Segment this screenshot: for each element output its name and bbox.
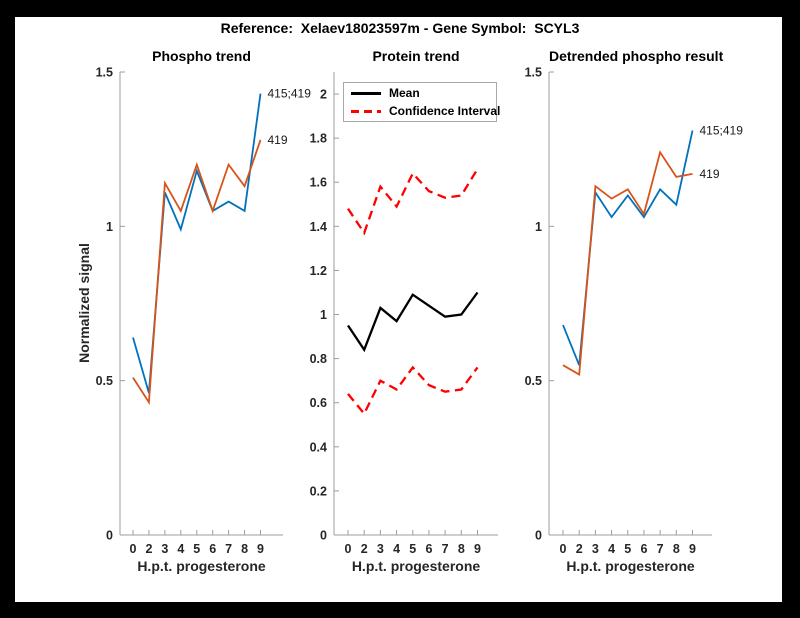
legend-box: Mean Confidence Interval	[343, 82, 500, 122]
y-tick-label: 1.8	[310, 132, 327, 146]
x-tick-label: 7	[225, 542, 232, 556]
y-tick-label: 0.8	[310, 352, 327, 366]
series-end-label-415-419: 415;419	[268, 87, 312, 101]
x-tick-label: 0	[345, 542, 352, 556]
y-tick-label: 0.5	[96, 374, 113, 388]
x-tick-label: 7	[657, 542, 664, 556]
x-tick-label: 4	[177, 542, 184, 556]
figure-title: Reference: Xelaev18023597m - Gene Symbol…	[220, 20, 580, 36]
y-tick-label: 0.2	[310, 484, 327, 498]
series-line-419	[132, 139, 262, 406]
x-tick-label: 5	[409, 542, 416, 556]
x-tick-label: 3	[592, 542, 599, 556]
series-end-label-419: 419	[268, 133, 288, 147]
series-line-419	[562, 150, 693, 376]
x-axis-label-protein: H.p.t. progesterone	[351, 558, 481, 574]
x-tick-label: 0	[130, 542, 137, 556]
y-tick-label: 0.5	[525, 374, 542, 388]
panel-title-protein-trend: Protein trend	[372, 48, 460, 64]
legend-label-confidence-interval: Confidence Interval	[389, 104, 501, 118]
y-axis-label: Normalized signal	[76, 243, 92, 363]
x-tick-label: 5	[193, 542, 200, 556]
x-tick-label: 8	[673, 542, 680, 556]
series-end-label-419: 419	[700, 167, 720, 181]
y-tick-label: 0	[320, 529, 327, 543]
y-tick-label: 0	[535, 529, 542, 543]
x-tick-label: 8	[458, 542, 465, 556]
panel-title-phospho-trend: Phospho trend	[152, 48, 251, 64]
x-tick-label: 6	[425, 542, 432, 556]
x-axis-label-phospho: H.p.t. progesterone	[137, 558, 266, 574]
y-tick-label: 1	[320, 308, 327, 322]
y-tick-label: 1.5	[96, 66, 113, 80]
legend-item-confidence-interval: Confidence Interval	[344, 103, 500, 119]
y-tick-label: 1.5	[525, 66, 542, 80]
x-tick-label: 6	[640, 542, 647, 556]
legend-label-mean: Mean	[389, 86, 420, 100]
x-tick-label: 6	[209, 542, 216, 556]
x-tick-label: 5	[624, 542, 631, 556]
x-tick-label: 2	[576, 542, 583, 556]
x-tick-label: 4	[608, 542, 615, 556]
x-tick-label: 2	[145, 542, 152, 556]
y-tick-label: 1.2	[310, 264, 327, 278]
y-tick-label: 2	[320, 88, 327, 102]
y-tick-label: 0.6	[310, 396, 327, 410]
y-tick-label: 0	[106, 529, 113, 543]
x-tick-label: 9	[257, 542, 264, 556]
y-tick-label: 1	[106, 220, 113, 234]
legend-line-mean	[351, 91, 381, 95]
x-tick-label: 2	[361, 542, 368, 556]
legend-line-confidence-interval	[351, 109, 381, 113]
series-end-label-415-419: 415;419	[700, 124, 744, 138]
x-tick-label: 4	[393, 542, 400, 556]
x-tick-label: 9	[474, 542, 481, 556]
y-tick-label: 0.4	[310, 440, 327, 454]
y-tick-label: 1.6	[310, 176, 327, 190]
panel-protein-trend: 00.20.40.60.811.21.41.61.820 2 3 4 5 6 7 8 9	[310, 72, 498, 556]
panel-title-detrended-phospho-result: Detrended phospho result	[549, 48, 724, 64]
y-tick-label: 1	[535, 220, 542, 234]
x-tick-label: 7	[442, 542, 449, 556]
x-axis-label-detrended: H.p.t. progesterone	[566, 558, 695, 574]
x-tick-label: 3	[161, 542, 168, 556]
legend-item-mean: Mean	[344, 85, 496, 101]
series-line-mean	[347, 291, 479, 353]
x-tick-label: 8	[241, 542, 248, 556]
y-tick-label: 1.4	[310, 220, 327, 234]
series-line-confidence-interval-upper	[347, 168, 479, 236]
x-tick-label: 9	[689, 542, 696, 556]
series-line-confidence-interval-lower	[347, 365, 479, 416]
x-tick-label: 0	[560, 542, 567, 556]
x-tick-label: 3	[377, 542, 384, 556]
